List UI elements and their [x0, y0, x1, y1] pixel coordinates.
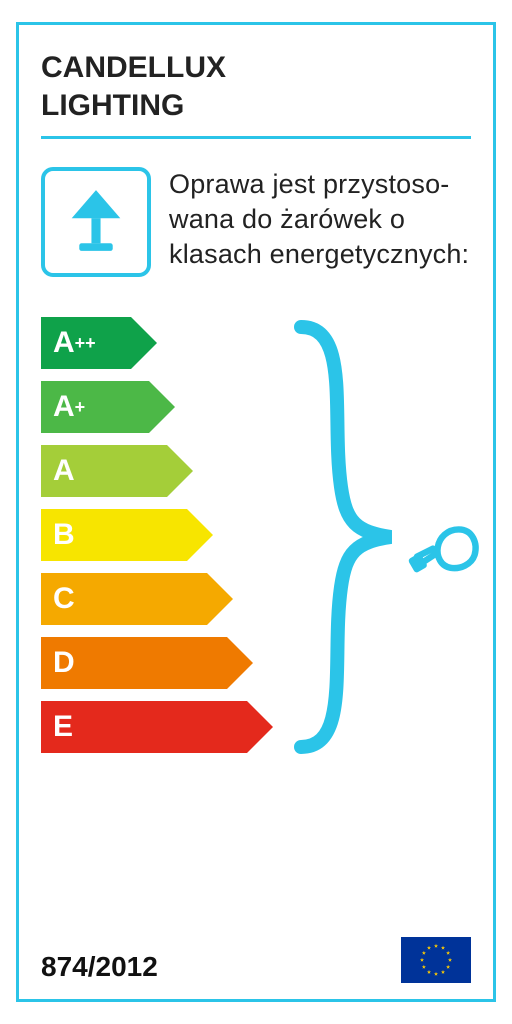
energy-class-bar: A — [41, 445, 167, 497]
brand-line-2: LIGHTING — [41, 87, 471, 125]
description-row: Oprawa jest przystoso-wana do żarówek ok… — [41, 167, 471, 277]
energy-class-bar: A+ — [41, 381, 149, 433]
lamp-icon — [58, 184, 134, 260]
energy-label-card: CANDELLUX LIGHTING Oprawa jest przystoso… — [16, 22, 496, 1002]
divider — [41, 136, 471, 139]
energy-class-bar: A++ — [41, 317, 131, 369]
footer: 874/2012 — [41, 937, 471, 983]
energy-class-bar: C — [41, 573, 207, 625]
energy-class-bar: B — [41, 509, 187, 561]
brand-block: CANDELLUX LIGHTING — [41, 49, 471, 124]
description-text: Oprawa jest przystoso-wana do żarówek ok… — [169, 167, 469, 272]
brace-icon — [291, 307, 401, 767]
eu-flag-icon — [401, 937, 471, 983]
lamp-icon-box — [41, 167, 151, 277]
brand-line-1: CANDELLUX — [41, 49, 471, 87]
bulb-icon — [401, 507, 481, 587]
energy-class-bar: E — [41, 701, 247, 753]
energy-class-chart: A++ A+ ABCDE — [41, 317, 471, 787]
energy-class-bar: D — [41, 637, 227, 689]
regulation-number: 874/2012 — [41, 951, 158, 983]
